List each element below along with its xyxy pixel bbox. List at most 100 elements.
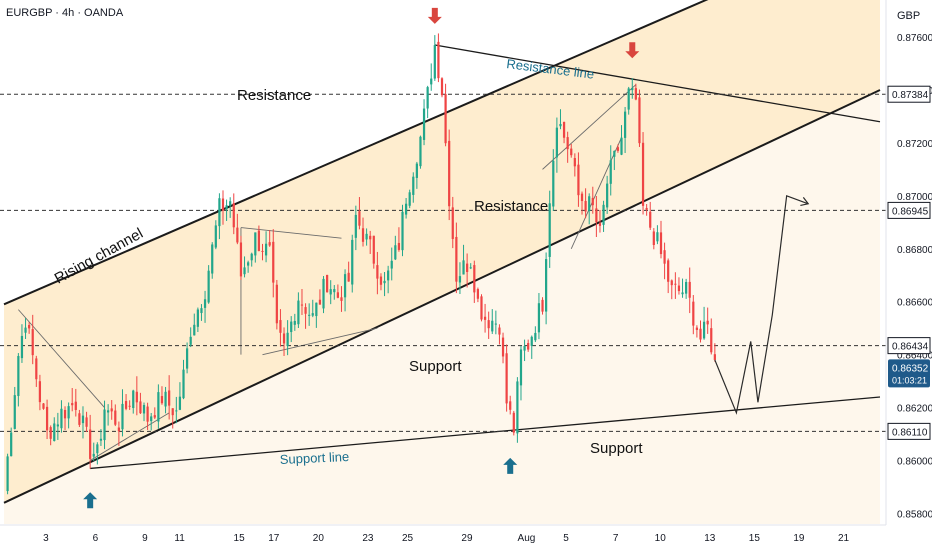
candle	[225, 199, 228, 221]
candle-body	[99, 438, 103, 441]
candle	[483, 303, 487, 333]
candle-body	[214, 225, 217, 248]
candle	[699, 320, 702, 343]
candle	[548, 190, 551, 268]
candle	[444, 83, 447, 147]
candle	[519, 345, 523, 401]
candle-body	[588, 196, 591, 211]
candle	[631, 78, 634, 99]
candle-body	[358, 211, 361, 226]
candle	[376, 251, 379, 295]
candle-body	[448, 140, 451, 207]
candle-body	[674, 283, 677, 285]
candle-body	[85, 417, 88, 427]
candle-body	[620, 137, 623, 155]
x-tick-label: 15	[234, 533, 246, 544]
candle-body	[376, 265, 379, 279]
candle	[49, 425, 52, 446]
candle	[469, 263, 472, 270]
candle-body	[659, 232, 663, 255]
candle	[17, 353, 20, 407]
candle-body	[128, 405, 131, 407]
x-tick-label: Aug	[518, 533, 536, 544]
candle-body	[677, 285, 681, 292]
candle-body	[566, 137, 569, 150]
candle	[193, 313, 196, 336]
y-tick-label: 0.86600	[897, 298, 932, 309]
candle-body	[530, 336, 533, 346]
x-tick-label: 13	[704, 533, 716, 544]
resistance-label-middle: Resistance	[474, 198, 548, 215]
candle-body	[53, 423, 56, 442]
candle	[250, 252, 253, 267]
candle-body	[304, 307, 307, 314]
candle	[20, 324, 24, 363]
candle-body	[247, 262, 250, 266]
candle-body	[437, 41, 440, 79]
x-tick-label: 3	[43, 533, 49, 544]
candle-body	[268, 242, 271, 246]
candle	[96, 442, 99, 465]
candle	[458, 262, 462, 294]
candle-body	[462, 260, 465, 275]
candle-body	[290, 321, 293, 333]
candle	[121, 389, 124, 437]
candle-body	[264, 243, 268, 256]
candle	[667, 258, 670, 294]
candle	[340, 286, 343, 312]
candle-body	[229, 201, 232, 206]
pattern-line-1	[89, 412, 170, 461]
candle	[107, 404, 110, 426]
candle	[89, 414, 92, 469]
y-tick-label: 0.87600	[897, 33, 932, 44]
level-tag	[887, 201, 931, 219]
time-axis-ticks: 3 6 9 11 15 17 20 23 25 29 Aug 5 7 10 13 15 19 21	[43, 533, 849, 544]
candle-body	[613, 150, 616, 157]
current-price-label: 0.86352	[892, 363, 929, 374]
candle-body	[458, 276, 462, 283]
candle	[713, 343, 716, 362]
x-tick-label: 20	[313, 533, 325, 544]
candle-body	[379, 276, 383, 285]
candle	[229, 197, 232, 218]
candle-body	[519, 349, 523, 386]
candle-body	[20, 335, 24, 359]
candle-body	[383, 280, 386, 284]
candle	[555, 117, 558, 173]
candle	[623, 106, 627, 153]
candle	[602, 200, 605, 232]
candle	[552, 149, 555, 211]
time-axis-background	[0, 525, 932, 550]
x-tick-label: 17	[268, 533, 280, 544]
candle-body	[699, 328, 702, 340]
candle-body	[175, 410, 178, 412]
candle-body	[132, 390, 135, 409]
currency-label[interactable]: GBP	[897, 10, 920, 22]
candle	[85, 411, 88, 432]
candle	[189, 327, 192, 348]
pattern-line-4	[542, 84, 637, 170]
candle-body	[329, 289, 332, 295]
price-tags: 0.87384 0.86945 0.86434 0.86110 0.8635201:03…	[887, 85, 931, 440]
candle	[537, 293, 541, 340]
projection-line	[714, 195, 809, 415]
candle	[200, 304, 203, 321]
candle	[591, 186, 594, 214]
candle-body	[570, 148, 573, 156]
candle	[383, 272, 386, 297]
candle-body	[45, 406, 49, 431]
x-tick-label: 9	[142, 533, 148, 544]
candle	[218, 193, 221, 240]
candle	[369, 230, 372, 254]
candle-body	[433, 45, 436, 79]
candle	[523, 339, 526, 362]
candle	[286, 320, 289, 356]
candle-body	[602, 204, 605, 225]
candle-body	[494, 323, 497, 325]
candle-body	[13, 395, 16, 429]
price-axis-background	[886, 0, 932, 550]
candle-body	[440, 78, 444, 96]
candle-body	[584, 200, 587, 212]
